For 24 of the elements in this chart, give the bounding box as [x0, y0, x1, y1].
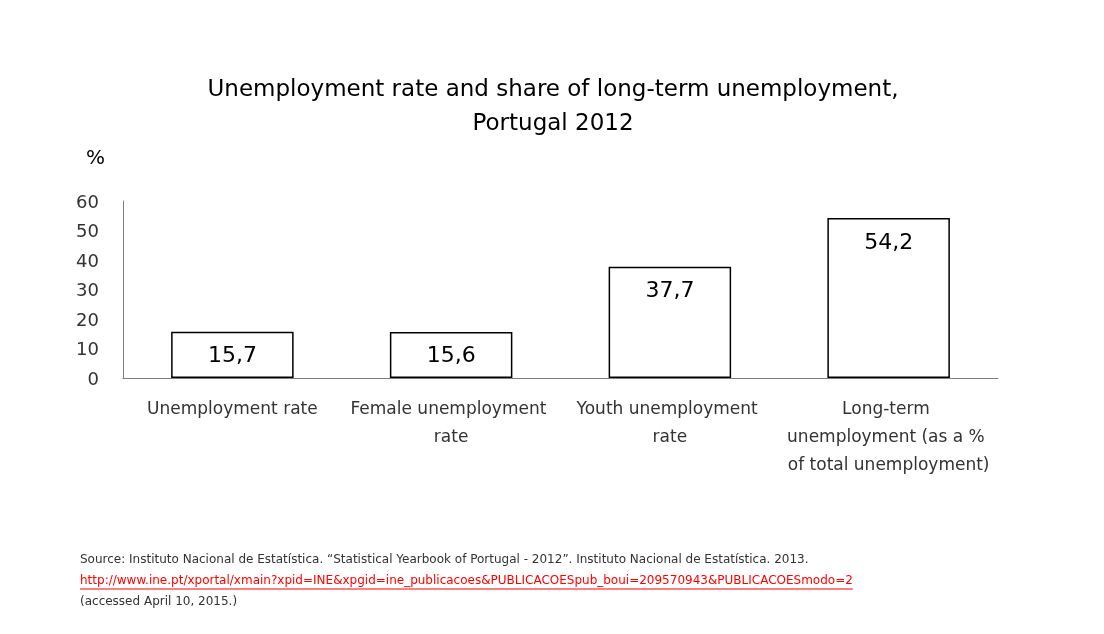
x-tick-label: Female unemployment rate — [350, 398, 552, 446]
text: http://www.ine.pt/xportal/xmain?xpid=INE&xpgid=ine_publicacoes&PUBLICACOESpub_boui=209570943&PUBLICACOESmodo=2 — [80, 573, 853, 587]
x-tick-label: Youth unemployment rate — [575, 398, 764, 446]
data-label: 54,2 — [864, 228, 914, 254]
x-tick-label: Long-term unemployment (as a % of total unemployment) — [787, 398, 991, 474]
source-note: Source: Instituto Nacional de Estatística. “Statistical Yearbook of Portugal - 2012”. Instituto Nacional de Estatística. 2013. — [80, 552, 809, 566]
x-tick-label: Unemployment rate — [147, 398, 318, 418]
y-tick-label: 20 — [76, 308, 99, 330]
y-tick-label: 30 — [76, 279, 99, 300]
bar — [608, 266, 732, 378]
y-tick-label: 50 — [76, 220, 99, 241]
y-tick-label: 0 — [87, 367, 99, 389]
data-label: 15,6 — [426, 342, 476, 368]
y-tick-label: 60 — [76, 190, 99, 212]
bar — [171, 331, 294, 378]
bar — [389, 331, 513, 378]
y-axis-title: % — [85, 145, 105, 169]
chart-title: Unemployment rate and share of long-term unemployment, Portugal 2012 — [207, 75, 899, 135]
text: (accessed April 10, 2015.) — [80, 594, 238, 608]
data-label: 37,7 — [645, 277, 695, 303]
y-tick-label: 10 — [76, 338, 99, 359]
bar — [827, 218, 950, 378]
data-label: 15,7 — [207, 342, 257, 368]
y-tick-label: 40 — [76, 249, 99, 271]
